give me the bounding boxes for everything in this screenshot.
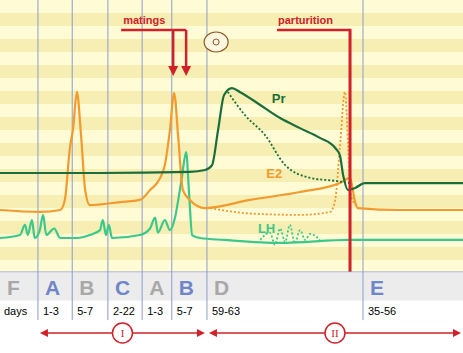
svg-text:C: C (115, 276, 130, 299)
svg-text:LH: LH (258, 221, 275, 236)
svg-text:35-56: 35-56 (368, 305, 396, 317)
svg-text:2-22: 2-22 (113, 305, 135, 317)
svg-text:B: B (179, 276, 194, 299)
svg-text:parturition: parturition (278, 14, 333, 26)
svg-text:5-7: 5-7 (177, 305, 193, 317)
svg-text:D: D (214, 276, 229, 299)
svg-text:A: A (45, 276, 60, 299)
svg-text:E: E (370, 276, 384, 299)
svg-text:E2: E2 (266, 166, 282, 181)
svg-text:I: I (121, 327, 125, 339)
svg-text:59-63: 59-63 (212, 305, 240, 317)
svg-text:A: A (149, 276, 164, 299)
svg-text:II: II (331, 327, 339, 339)
svg-text:days: days (4, 305, 28, 317)
svg-text:1-3: 1-3 (147, 305, 163, 317)
svg-text:matings: matings (123, 14, 165, 26)
svg-text:F: F (7, 276, 20, 299)
svg-text:1-3: 1-3 (43, 305, 59, 317)
svg-text:5-7: 5-7 (77, 305, 93, 317)
svg-text:B: B (79, 276, 94, 299)
svg-text:Pr: Pr (272, 91, 286, 106)
